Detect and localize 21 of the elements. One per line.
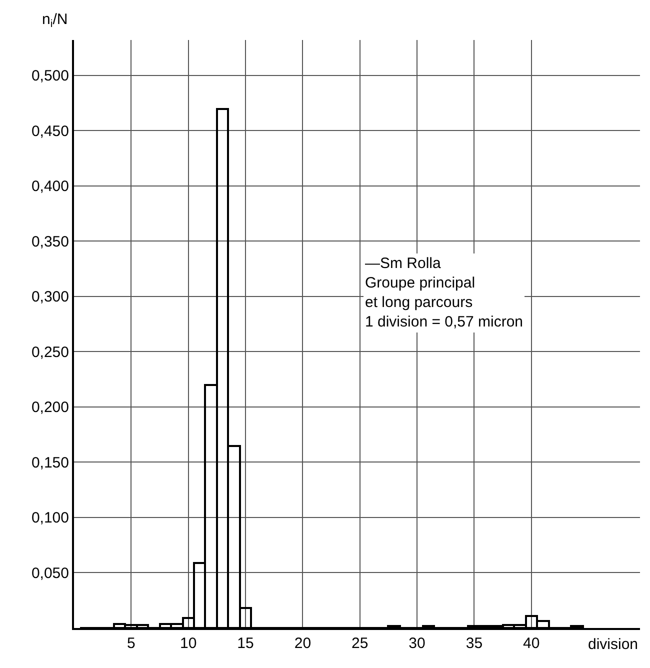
y-tick-label: 0,250 xyxy=(31,344,69,361)
x-tick-label: 35 xyxy=(466,635,483,652)
y-tick-label: 0,300 xyxy=(31,288,69,306)
x-tick-label: 40 xyxy=(523,635,540,652)
x-tick-label: 5 xyxy=(127,635,136,652)
y-tick-label: 0,400 xyxy=(31,178,69,196)
y-tick-label: 0,100 xyxy=(31,510,69,527)
y-axis-title: n$_{i}$/N xyxy=(42,11,68,30)
x-tick-label: 10 xyxy=(180,635,197,652)
x-tick-label: 30 xyxy=(408,635,426,652)
x-tick-label: 20 xyxy=(294,635,312,652)
x-tick-label: 15 xyxy=(237,635,254,652)
x-tick-label: 25 xyxy=(352,635,368,652)
annotation: —Sm Rolla Groupe principal et long parcours 1 division = 0,57 micron xyxy=(365,255,523,330)
y-tick-label: 0,350 xyxy=(31,233,69,250)
y-tick-label: 0,500 xyxy=(31,68,69,85)
y-tick-label: 0,450 xyxy=(31,122,69,140)
x-axis-title: division xyxy=(588,636,638,653)
y-tick-label: 0,050 xyxy=(31,564,69,582)
y-tick-label: 0,150 xyxy=(31,454,69,472)
y-tick-label: 0,200 xyxy=(31,399,69,416)
